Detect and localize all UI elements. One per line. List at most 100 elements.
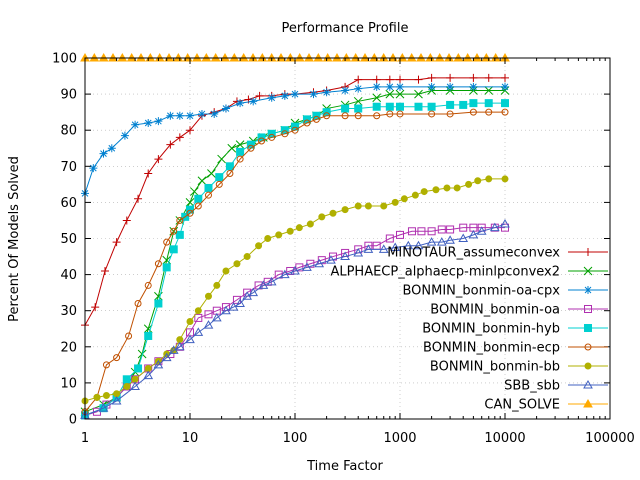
data-point bbox=[204, 191, 212, 199]
data-point bbox=[295, 224, 303, 232]
data-point bbox=[291, 126, 299, 134]
legend-item: BONMIN_bonmin-ecp bbox=[423, 341, 608, 356]
data-point bbox=[153, 359, 164, 369]
data-point bbox=[236, 147, 245, 156]
data-point bbox=[446, 100, 455, 109]
data-point bbox=[161, 352, 172, 362]
x-tick-label: 100000 bbox=[585, 431, 635, 446]
data-point bbox=[372, 82, 381, 91]
x-tick-label: 1 bbox=[81, 431, 89, 446]
data-point bbox=[221, 305, 231, 315]
data-point bbox=[501, 108, 509, 116]
data-point bbox=[89, 164, 98, 173]
data-point bbox=[353, 247, 364, 257]
data-point bbox=[144, 331, 153, 340]
data-point bbox=[98, 403, 109, 412]
data-point bbox=[275, 231, 283, 239]
data-point bbox=[130, 381, 140, 391]
data-point bbox=[258, 280, 269, 289]
data-point bbox=[236, 99, 245, 108]
data-point bbox=[162, 263, 171, 272]
data-point bbox=[225, 162, 234, 171]
data-point bbox=[396, 82, 404, 91]
legend: MINOTAUR_assumeconvex ALPHAECP_alphaecp-m… bbox=[330, 246, 608, 413]
data-point bbox=[154, 260, 162, 268]
data-point bbox=[326, 255, 336, 264]
data-point bbox=[236, 155, 244, 163]
data-point bbox=[154, 117, 163, 126]
data-point bbox=[385, 102, 394, 111]
data-point bbox=[302, 262, 312, 271]
data-point bbox=[247, 144, 255, 152]
data-point bbox=[144, 118, 153, 127]
data-point bbox=[186, 126, 194, 135]
data-point bbox=[233, 260, 241, 268]
data-point bbox=[414, 102, 423, 111]
data-point bbox=[255, 91, 264, 100]
y-tick-label: 40 bbox=[60, 268, 77, 283]
data-point bbox=[185, 334, 195, 344]
data-point bbox=[372, 102, 381, 111]
data-point bbox=[341, 112, 349, 120]
x-tick-label: 100 bbox=[283, 431, 308, 446]
data-point bbox=[323, 112, 331, 120]
data-point bbox=[372, 93, 382, 103]
data-point bbox=[102, 392, 110, 400]
data-point bbox=[385, 89, 395, 99]
data-point bbox=[446, 82, 455, 91]
data-point bbox=[373, 112, 381, 120]
data-point bbox=[144, 169, 153, 178]
data-point bbox=[468, 229, 479, 239]
legend-item: BONMIN_bonmin-oa bbox=[430, 303, 608, 318]
data-point bbox=[248, 287, 259, 297]
y-tick-label: 30 bbox=[60, 304, 77, 319]
y-tick-label: 20 bbox=[60, 340, 77, 355]
data-point bbox=[391, 198, 399, 206]
data-point bbox=[403, 240, 414, 250]
data-point bbox=[113, 354, 121, 362]
data-point bbox=[249, 97, 258, 106]
data-point bbox=[123, 383, 131, 391]
legend-item: ALPHAECP_alphaecp-minlpconvex2 bbox=[330, 265, 608, 280]
data-point bbox=[204, 310, 213, 319]
data-point bbox=[255, 242, 263, 250]
data-point bbox=[134, 299, 142, 307]
data-point bbox=[235, 298, 245, 307]
legend-item: SBB_sbb bbox=[504, 379, 608, 394]
data-point bbox=[354, 112, 362, 120]
data-point bbox=[222, 267, 230, 275]
data-point bbox=[166, 111, 175, 120]
y-tick-label: 80 bbox=[60, 124, 77, 139]
data-point bbox=[459, 223, 468, 232]
data-point bbox=[446, 225, 455, 234]
data-point bbox=[354, 202, 362, 210]
data-point bbox=[143, 370, 154, 380]
data-point bbox=[489, 222, 500, 232]
legend-label: CAN_SOLVE bbox=[484, 398, 560, 413]
data-point bbox=[353, 96, 363, 106]
data-point bbox=[484, 99, 493, 108]
legend-label: SBB_sbb bbox=[504, 379, 560, 394]
data-point bbox=[354, 104, 363, 113]
data-point bbox=[584, 248, 592, 256]
data-point bbox=[144, 364, 152, 372]
data-point bbox=[583, 379, 593, 389]
data-point bbox=[396, 75, 404, 84]
series-5 bbox=[81, 108, 509, 416]
data-point bbox=[364, 202, 372, 210]
series-0 bbox=[81, 73, 509, 330]
data-point bbox=[413, 240, 424, 250]
data-point bbox=[396, 110, 404, 118]
data-point bbox=[485, 175, 493, 183]
data-point bbox=[583, 266, 593, 276]
data-point bbox=[306, 220, 314, 228]
data-point bbox=[469, 108, 477, 116]
data-point bbox=[385, 75, 394, 84]
data-point bbox=[484, 86, 494, 95]
y-tick-label: 50 bbox=[60, 232, 77, 247]
y-axis-label: Percent Of Models Solved bbox=[7, 156, 22, 322]
data-point bbox=[185, 198, 195, 207]
data-point bbox=[226, 170, 234, 178]
data-point bbox=[93, 393, 101, 401]
data-point bbox=[295, 263, 304, 272]
